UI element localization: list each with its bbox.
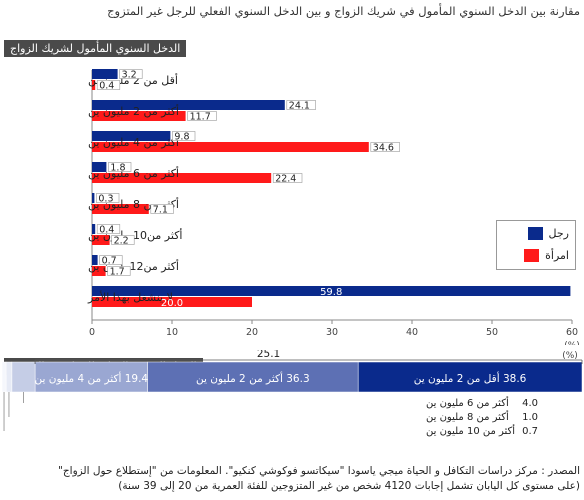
bar-value-box xyxy=(150,204,174,214)
bar-value-label: 7.1 xyxy=(153,205,168,216)
segment-bar xyxy=(5,361,13,393)
callout-label: أكثر من 6 مليون ين xyxy=(426,396,509,409)
bar-men xyxy=(92,100,285,110)
bar-value-label: 3.2 xyxy=(122,70,137,81)
bar-value-box xyxy=(119,69,143,79)
segment-label: 36.3 أكثر من 2 مليون ين xyxy=(196,371,310,385)
bar-value-label: 2.2 xyxy=(114,236,129,247)
segment-bar xyxy=(34,361,148,393)
x-tick-label: 50 xyxy=(486,327,498,338)
source-line-2: (على مستوى كل اليابان تشمل إجابات 4120 ش… xyxy=(118,480,580,492)
bar-women xyxy=(92,204,149,214)
bar-men xyxy=(92,162,107,172)
bar-value-box xyxy=(107,266,131,276)
segment-bar xyxy=(1,361,7,393)
legend-item-men: رجل xyxy=(527,227,569,240)
bar-women xyxy=(92,266,106,276)
bar-value-box xyxy=(108,162,132,172)
segment-label: 38.6 أقل من 2 مليون ين xyxy=(414,371,527,385)
bar-value-box xyxy=(96,193,120,203)
x-tick-label: 0 xyxy=(89,327,95,338)
bar-value-label: 0.4 xyxy=(99,81,114,92)
segment-bar xyxy=(357,361,583,393)
page-title: مقارنة بين الدخل السنوي المأمول في شريك … xyxy=(107,4,580,18)
segment-bar xyxy=(147,361,359,393)
bar-women xyxy=(92,142,369,152)
callout-value: 0.7 xyxy=(522,426,538,437)
callout-value: 1.0 xyxy=(522,412,538,423)
bar-value-label: 1.7 xyxy=(110,267,125,278)
segment-label: 19.4 أكثر من 4 مليون ين xyxy=(35,371,149,385)
bar-value-box xyxy=(111,235,135,245)
bar-value-box xyxy=(272,173,303,183)
chart2-unit-label: (%) xyxy=(562,351,578,361)
bar-value-label: 11.7 xyxy=(190,112,211,123)
bar-value-label: 0.7 xyxy=(102,256,117,267)
legend-item-women: امرأة xyxy=(524,249,569,262)
bar-value-label: 0.4 xyxy=(99,225,114,236)
chart2-svg: (%) 38.6 أقل من 2 مليون ين 36.3 أكثر من 2 … xyxy=(1,350,583,437)
bar-women xyxy=(92,297,252,307)
callout-label: أكثر من 8 مليون ين xyxy=(426,410,509,423)
bar-value-box xyxy=(370,142,400,152)
bar-men xyxy=(92,69,118,79)
category-label: أكثر من 6 مليون ين xyxy=(88,166,179,180)
bar-value-label: 24.1 xyxy=(289,101,310,112)
bar-value-label: 9.8 xyxy=(174,132,189,143)
bar-men xyxy=(92,224,96,234)
category-label: أكثر من 2 مليون ين xyxy=(88,104,179,118)
x-tick-label: 10 xyxy=(166,327,178,338)
callout-label: أكثر من 10 مليون ين xyxy=(426,424,515,437)
bar-value-box xyxy=(96,80,121,90)
bar-value-box xyxy=(172,131,196,141)
bar-men xyxy=(92,131,171,141)
bar-value-label: 1.8 xyxy=(110,163,125,174)
bar-women xyxy=(92,80,96,90)
x-tick-label: 40 xyxy=(406,327,418,338)
x-unit-label: (%) xyxy=(564,341,580,345)
bar-women xyxy=(92,173,272,183)
bar-value-box xyxy=(187,111,217,121)
bar-women xyxy=(92,111,186,121)
bar-value-box xyxy=(99,255,123,265)
bar-value-label: 22.4 xyxy=(275,174,296,185)
bar-value-label: 0.3 xyxy=(98,194,113,205)
bar-value-label: 59.8 xyxy=(320,287,342,298)
x-tick-label: 20 xyxy=(246,327,258,338)
bar-men xyxy=(92,286,571,296)
bar-value-label: 34.6 xyxy=(373,143,394,154)
legend-label-women: امرأة xyxy=(545,249,569,262)
source-line-1: المصدر : مركز دراسات التكافل و الحياة مي… xyxy=(58,465,580,477)
bar-women xyxy=(92,235,110,245)
segment-bar xyxy=(11,361,36,393)
legend-swatch-women xyxy=(524,249,540,262)
bar-men xyxy=(92,255,98,265)
bar-value-box xyxy=(96,224,121,234)
bar-value-label: 20.0 xyxy=(161,298,183,309)
x-tick-label: 60 xyxy=(566,327,578,338)
legend: رجل امرأة xyxy=(496,220,576,270)
category-label: أكثر من 4 مليون ين xyxy=(88,135,179,149)
bar-men xyxy=(92,193,95,203)
legend-swatch-men xyxy=(527,227,543,240)
category-label: لا ينشغل بهذا الأمر xyxy=(87,290,173,304)
x-tick-label: 30 xyxy=(326,327,338,338)
legend-label-men: رجل xyxy=(548,227,569,240)
callout-value: 4.0 xyxy=(522,398,538,409)
chart1-title: الدخل السنوي المأمول لشريك الزواج xyxy=(4,40,187,57)
bar-value-box xyxy=(286,100,316,110)
bracket-total-label: 25.1 xyxy=(257,350,280,360)
